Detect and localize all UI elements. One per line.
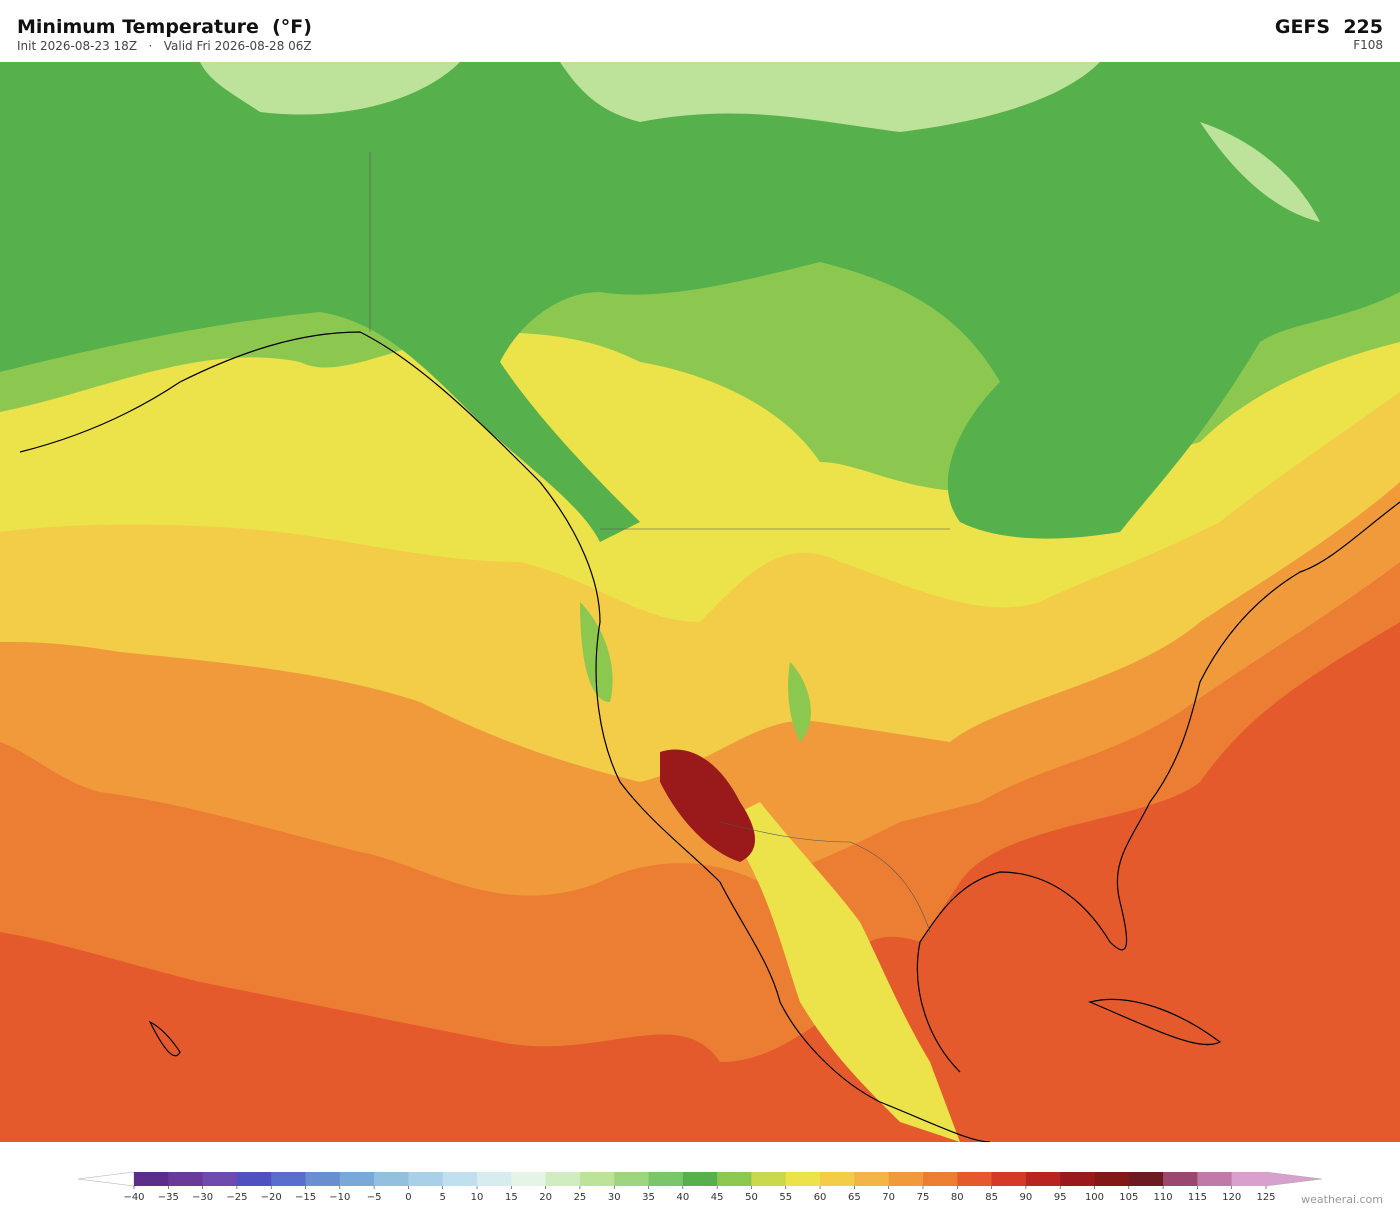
colorbar-bin [1060,1172,1095,1186]
colorbar-tick-label: −35 [158,1192,179,1203]
map [0,62,1400,1142]
colorbar-bin [545,1172,581,1186]
colorbar-bin [1231,1172,1267,1186]
colorbar-tick-label: 120 [1222,1192,1241,1203]
colorbar-bin [957,1172,993,1186]
colorbar-tick-label: 60 [814,1192,827,1203]
colorbar-tick-label: 85 [985,1192,998,1203]
colorbar-bin [1128,1172,1164,1186]
colorbar-bin [236,1172,272,1186]
temp-zone [660,749,755,862]
colorbar-tick-label: −20 [261,1192,282,1203]
colorbar-tick-label: 20 [539,1192,552,1203]
colorbar-under [77,1171,135,1187]
colorbar-bin [1025,1172,1061,1186]
colorbar-tick-label: 55 [779,1192,792,1203]
colorbar-tick-label: 105 [1119,1192,1138,1203]
colorbar-over [1265,1171,1323,1187]
colorbar-tick-label: 25 [574,1192,587,1203]
coastlines [19,331,1400,1142]
colorbar-bin [477,1172,512,1186]
colorbar-bin [614,1172,650,1186]
colorbar-bin [717,1172,752,1186]
map-title: Minimum Temperature (°F) [17,16,312,38]
credit: weatherai.com [1301,1193,1383,1206]
colorbar-bin [134,1172,169,1186]
colorbar-tick-label: 0 [405,1192,411,1203]
colorbar-tick-label: −5 [367,1192,382,1203]
colorbar-tick-label: 30 [608,1192,621,1203]
colorbar-bin [922,1172,958,1186]
colorbar-bin [408,1172,444,1186]
colorbar-bin [305,1172,341,1186]
colorbar-bin [374,1172,409,1186]
colorbar-tick-label: 90 [1020,1192,1033,1203]
temp-zone [0,62,1400,542]
colorbar-bin [168,1172,204,1186]
colorbar-bin [1094,1172,1130,1186]
colorbar-tick-label: 10 [471,1192,484,1203]
colorbar-bin [202,1172,238,1186]
colorbar-tick-label: 50 [745,1192,758,1203]
colorbar-bin [271,1172,307,1186]
colorbar-tick-label: −25 [226,1192,247,1203]
colorbar-bin [854,1172,890,1186]
colorbar-bin [442,1172,478,1186]
colorbar-tick-label: 75 [917,1192,930,1203]
colorbar-tick-label: −15 [295,1192,316,1203]
colorbar-bin [648,1172,684,1186]
borders [369,152,950,933]
colorbar-tick-label: 125 [1256,1192,1275,1203]
colorbar-tick-label: 80 [951,1192,964,1203]
colorbar-bin [511,1172,547,1186]
colorbar-bin [1163,1172,1198,1186]
colorbar-bin [1197,1172,1233,1186]
temp-zone [720,802,960,1142]
colorbar-tick-label: 35 [642,1192,655,1203]
colorbar-tick-label: 45 [711,1192,724,1203]
colorbar-tick-label: 65 [848,1192,861,1203]
colorbar-tick-label: −10 [329,1192,350,1203]
colorbar-tick-label: 110 [1154,1192,1173,1203]
colorbar-tick-label: 5 [440,1192,446,1203]
colorbar-bin [820,1172,855,1186]
colorbar-bin [991,1172,1027,1186]
colorbar-tick-label: 15 [505,1192,518,1203]
map-subtitle: Init 2026-08-23 18Z · Valid Fri 2026-08-… [17,39,312,53]
colorbar-tick-label: 40 [676,1192,689,1203]
colorbar-bin [579,1172,615,1186]
colorbar-tick-label: 95 [1054,1192,1067,1203]
colorbar-bin [785,1172,821,1186]
colorbar: −40 −35 −30 −25 −20 −15 −10 −5 0 5 10 15 20 25 30 35 40 4… [77,1171,1323,1203]
colorbar-tick-label: 115 [1188,1192,1207,1203]
temp-zone [200,62,1320,222]
colorbar-bin [888,1172,924,1186]
model-label: GEFS 225 [1274,16,1383,38]
colorbar-tick-label: 100 [1085,1192,1104,1203]
colorbar-bin [751,1172,787,1186]
colorbar-bin [682,1172,718,1186]
colorbar-tick-label: −40 [123,1192,144,1203]
colorbar-bin [339,1172,375,1186]
colorbar-tick-label: 70 [882,1192,895,1203]
forecast-step: F108 [1353,38,1383,52]
colorbar-tick-label: −30 [192,1192,213,1203]
